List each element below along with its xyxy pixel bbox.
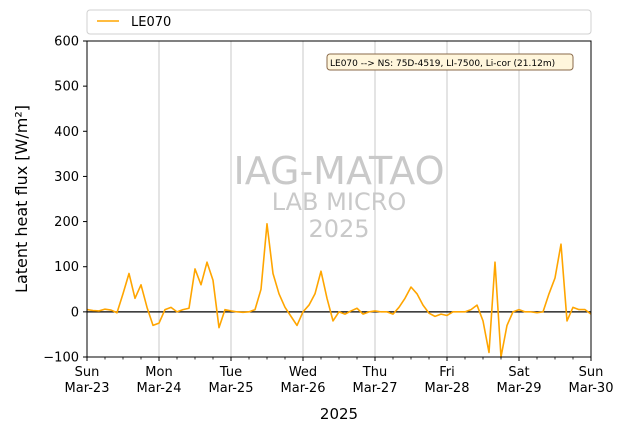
y-tick-label: 100 [54,260,79,275]
x-tick-day-label: Wed [289,365,317,380]
watermark-line-3: 2025 [308,215,369,243]
watermark-line-2: LAB MICRO [272,188,407,216]
x-tick-day-label: Sat [508,365,529,380]
vertical-grid [158,41,520,357]
annotation-text: LE070 --> NS: 75D-4519, LI-7500, Li-cor … [330,59,555,69]
y-tick-label: 0 [71,305,79,320]
y-tick-label: 600 [54,35,79,50]
series-line-le070 [86,223,592,358]
x-tick-date-label: Mar-30 [569,381,614,396]
legend-label: LE070 [131,15,171,30]
x-tick-date-label: Mar-27 [353,381,398,396]
y-tick-label: 400 [54,125,79,140]
annotation-background [326,53,574,71]
y-tick-label: 200 [54,215,79,230]
x-tick-day-label: Sun [75,365,100,380]
legend: LE070 [86,9,592,35]
x-tick-day-label: Sun [579,365,604,380]
x-axis-title: 2025 [320,405,358,423]
x-tick-date-label: Mar-25 [209,381,254,396]
legend-frame [86,9,592,35]
x-tick-day-label: Thu [362,365,387,380]
x-tick-day-label: Tue [219,365,242,380]
series-layer [86,223,592,358]
x-tick-day-label: Fri [439,365,455,380]
y-tick-label: −100 [43,351,79,366]
x-tick-date-label: Mar-28 [425,381,470,396]
x-tick-date-label: Mar-24 [137,381,182,396]
y-axis-title: Latent heat flux [W/m²] [12,105,31,293]
y-tick-label: 500 [54,80,79,95]
x-tick-date-label: Mar-26 [281,381,326,396]
watermark: IAG-MATAO LAB MICRO 2025 [233,149,444,243]
x-tick-day-label: Mon [145,365,172,380]
x-tick-date-label: Mar-29 [497,381,542,396]
y-tick-label: 300 [54,170,79,185]
x-axis: SunMar-23MonMar-24TueMar-25WedMar-26ThuM… [65,357,614,396]
watermark-line-1: IAG-MATAO [233,149,444,193]
x-tick-date-label: Mar-23 [65,381,110,396]
annotation-box: LE070 --> NS: 75D-4519, LI-7500, Li-cor … [326,53,574,71]
y-axis: −100 0 100 200 300 400 500 600 [43,35,87,366]
